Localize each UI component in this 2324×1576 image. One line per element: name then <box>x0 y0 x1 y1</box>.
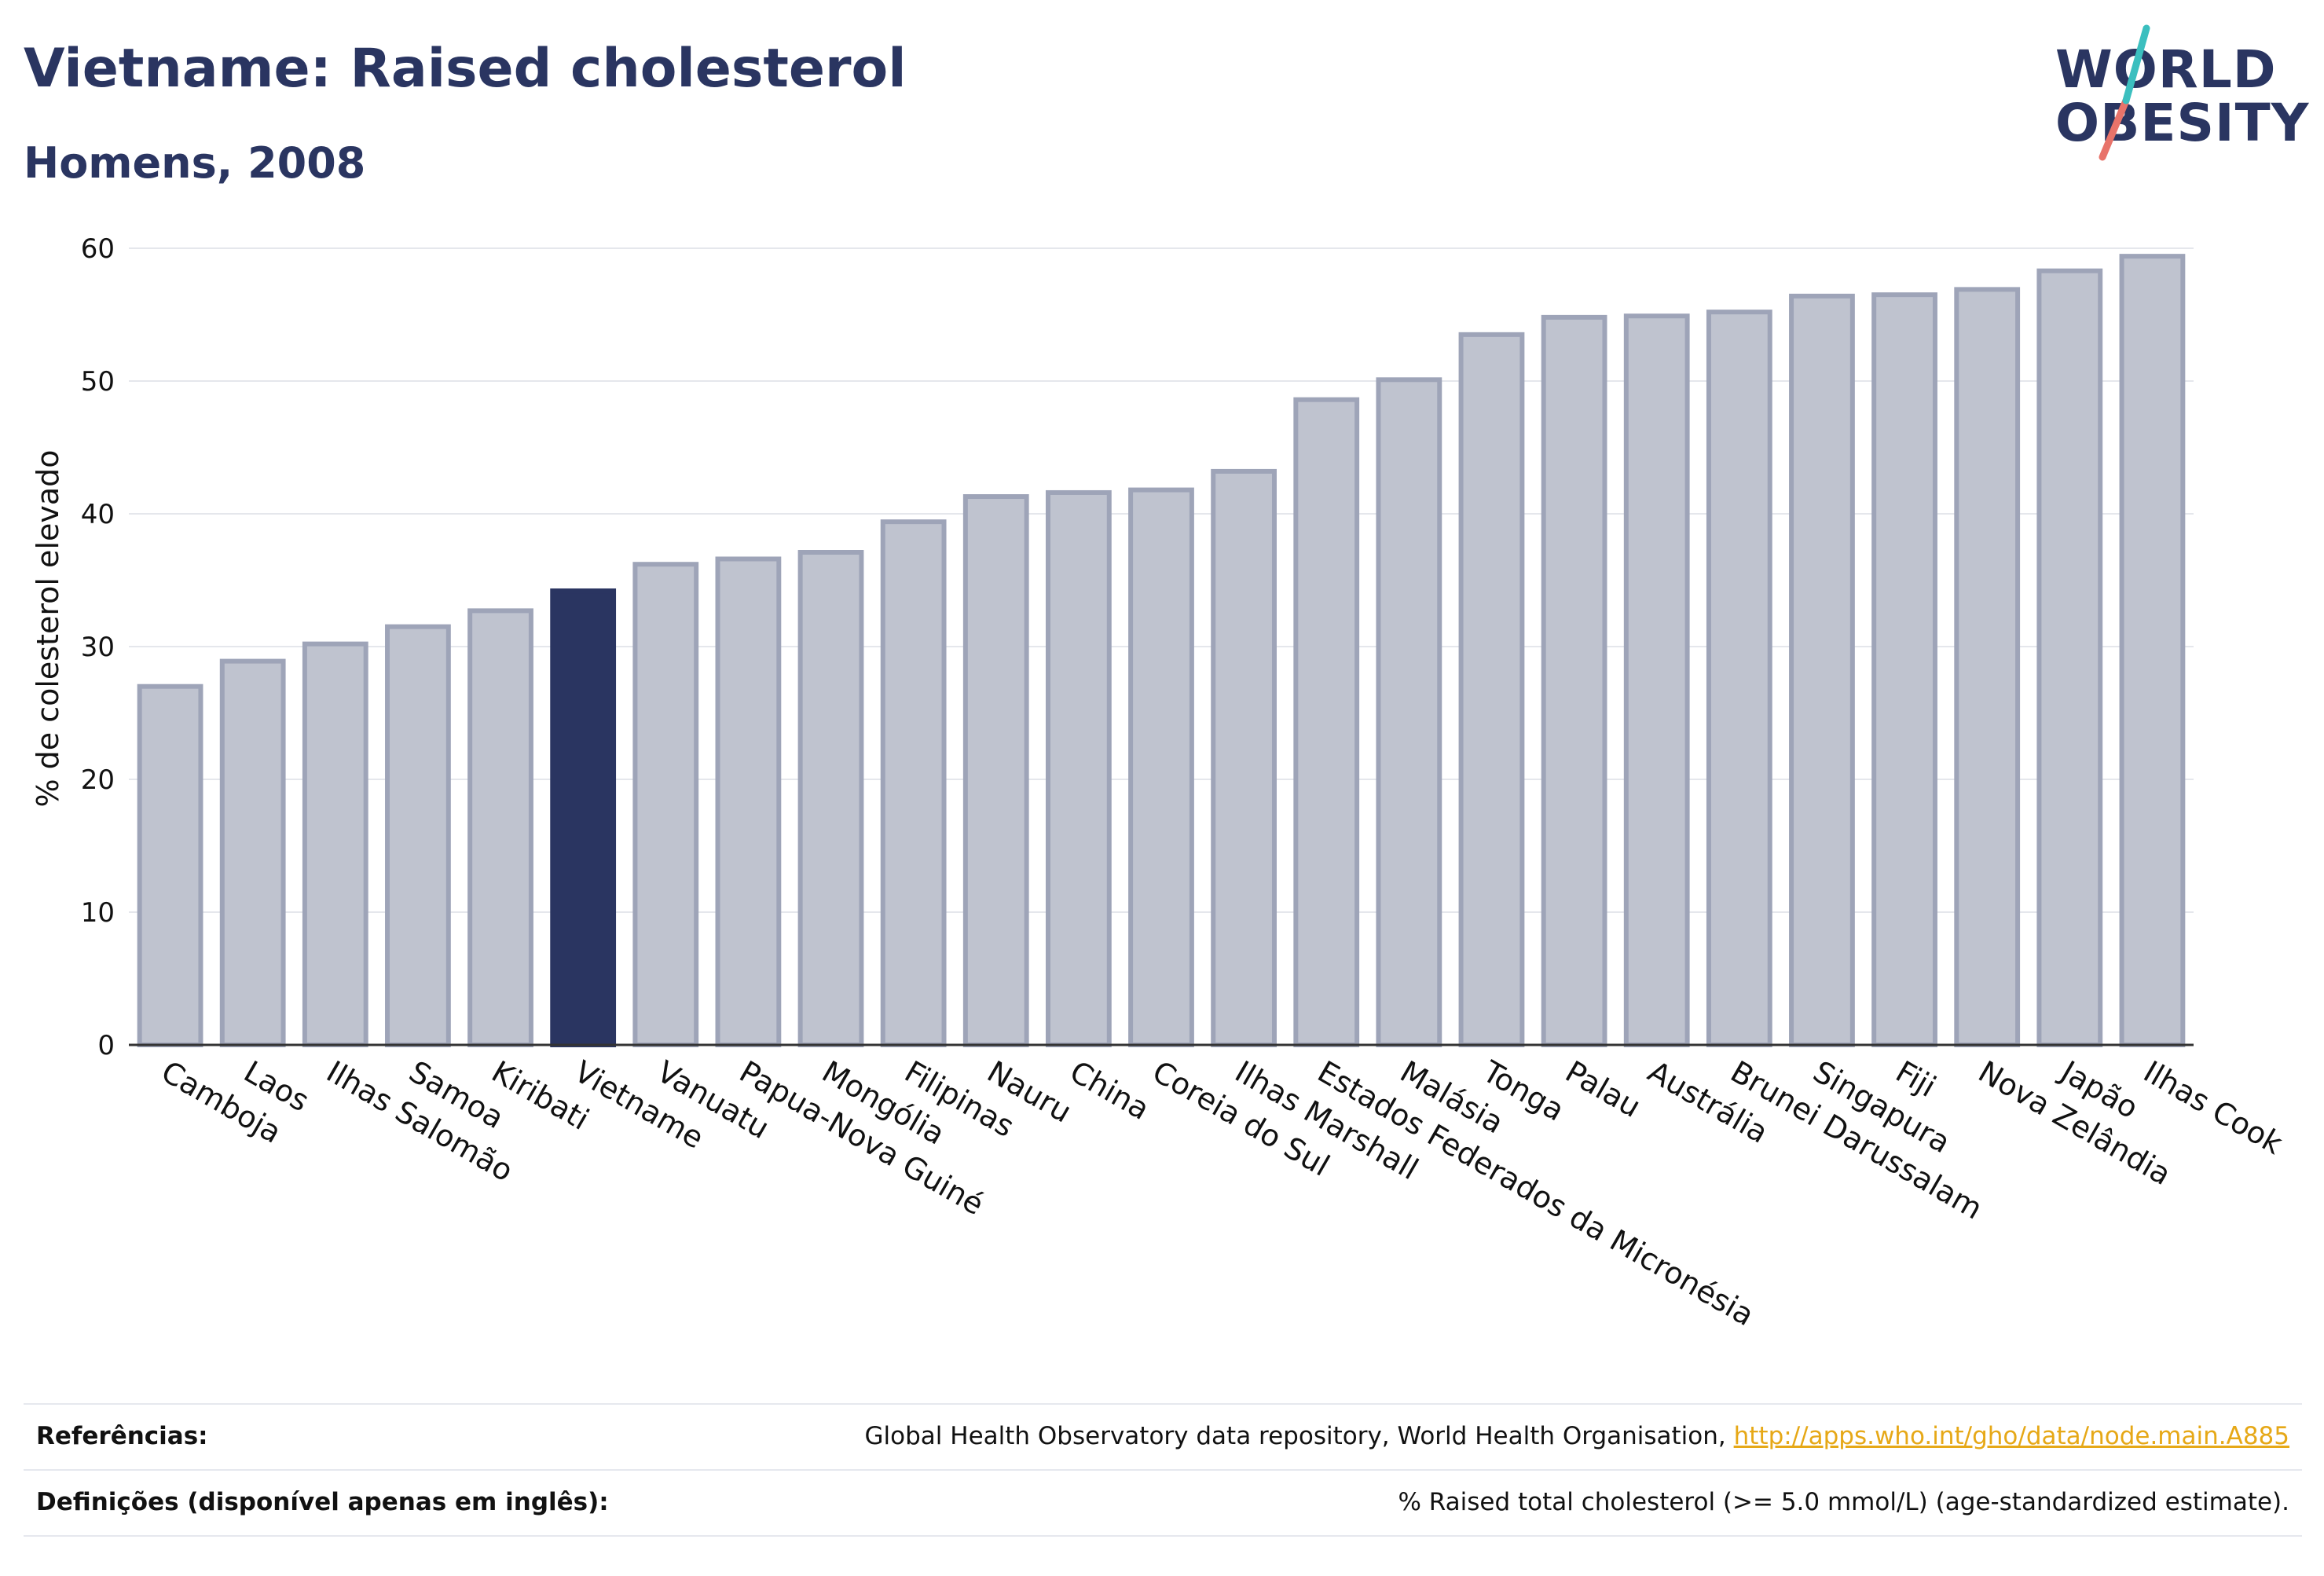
logo-line2: OBESITY <box>2055 93 2310 153</box>
bar[interactable] <box>1458 332 1525 1048</box>
bar[interactable] <box>1706 310 1772 1047</box>
footer-divider <box>24 1469 2302 1471</box>
bar-highlighted[interactable] <box>550 588 617 1047</box>
bar[interactable] <box>1871 292 1937 1047</box>
bar[interactable] <box>1789 293 1855 1047</box>
y-tick-label: 40 <box>81 499 115 530</box>
bar[interactable] <box>1128 487 1194 1047</box>
references-value: Global Health Observatory data repositor… <box>865 1422 2302 1450</box>
bar[interactable] <box>880 519 947 1047</box>
y-tick-label: 50 <box>81 366 115 398</box>
bar[interactable] <box>2119 254 2186 1047</box>
bar[interactable] <box>1376 377 1442 1047</box>
bar[interactable] <box>962 494 1029 1047</box>
logo-slash-icon <box>2099 24 2150 161</box>
chart-title: Vietname: Raised cholesterol <box>24 38 907 100</box>
chart-subtitle: Homens, 2008 <box>24 138 366 188</box>
bars <box>137 254 2186 1048</box>
bar[interactable] <box>302 641 368 1047</box>
bar[interactable] <box>1293 397 1360 1048</box>
references-label: Referências: <box>36 1422 208 1450</box>
bar[interactable] <box>797 550 864 1047</box>
bar[interactable] <box>1954 287 2021 1047</box>
bar[interactable] <box>385 624 451 1047</box>
y-axis-label: % de colesterol elevado <box>31 449 65 807</box>
definitions-value: % Raised total cholesterol (>= 5.0 mmol/… <box>1398 1488 2289 1516</box>
y-tick-label: 20 <box>81 764 115 796</box>
bar[interactable] <box>2036 268 2103 1048</box>
y-tick-label: 10 <box>81 897 115 929</box>
bar[interactable] <box>467 608 533 1047</box>
references-text: Global Health Observatory data repositor… <box>864 1422 1734 1450</box>
bar[interactable] <box>1541 314 1607 1047</box>
bar[interactable] <box>1045 489 1112 1047</box>
y-tick-labels: 0 10 20 30 40 50 60 <box>81 233 115 1061</box>
definitions-row: Definições (disponível apenas em inglês)… <box>24 1471 2302 1534</box>
y-tick-label: 30 <box>81 632 115 663</box>
bar[interactable] <box>219 658 286 1048</box>
definitions-label: Definições (disponível apenas em inglês)… <box>36 1488 609 1516</box>
bar[interactable] <box>632 562 699 1047</box>
world-obesity-logo[interactable]: WORLD OBESITY <box>2051 22 2310 163</box>
footer-divider <box>24 1535 2302 1537</box>
x-tick-label: Ilhas Cook <box>2138 1054 2289 1161</box>
bar[interactable] <box>137 684 203 1047</box>
y-tick-label: 60 <box>81 233 115 265</box>
x-tick-label: Palau <box>1560 1054 1647 1124</box>
references-link[interactable]: http://apps.who.int/gho/data/node.main.A… <box>1733 1422 2289 1450</box>
bar[interactable] <box>1211 468 1277 1047</box>
y-tick-label: 0 <box>97 1030 115 1061</box>
footer-divider <box>24 1403 2302 1405</box>
logo-line1: WORLD <box>2055 39 2277 100</box>
bar[interactable] <box>715 556 782 1047</box>
references-row: Referências: Global Health Observatory d… <box>24 1405 2302 1468</box>
x-tick-label: China <box>1064 1054 1155 1127</box>
bar[interactable] <box>1623 313 1690 1047</box>
